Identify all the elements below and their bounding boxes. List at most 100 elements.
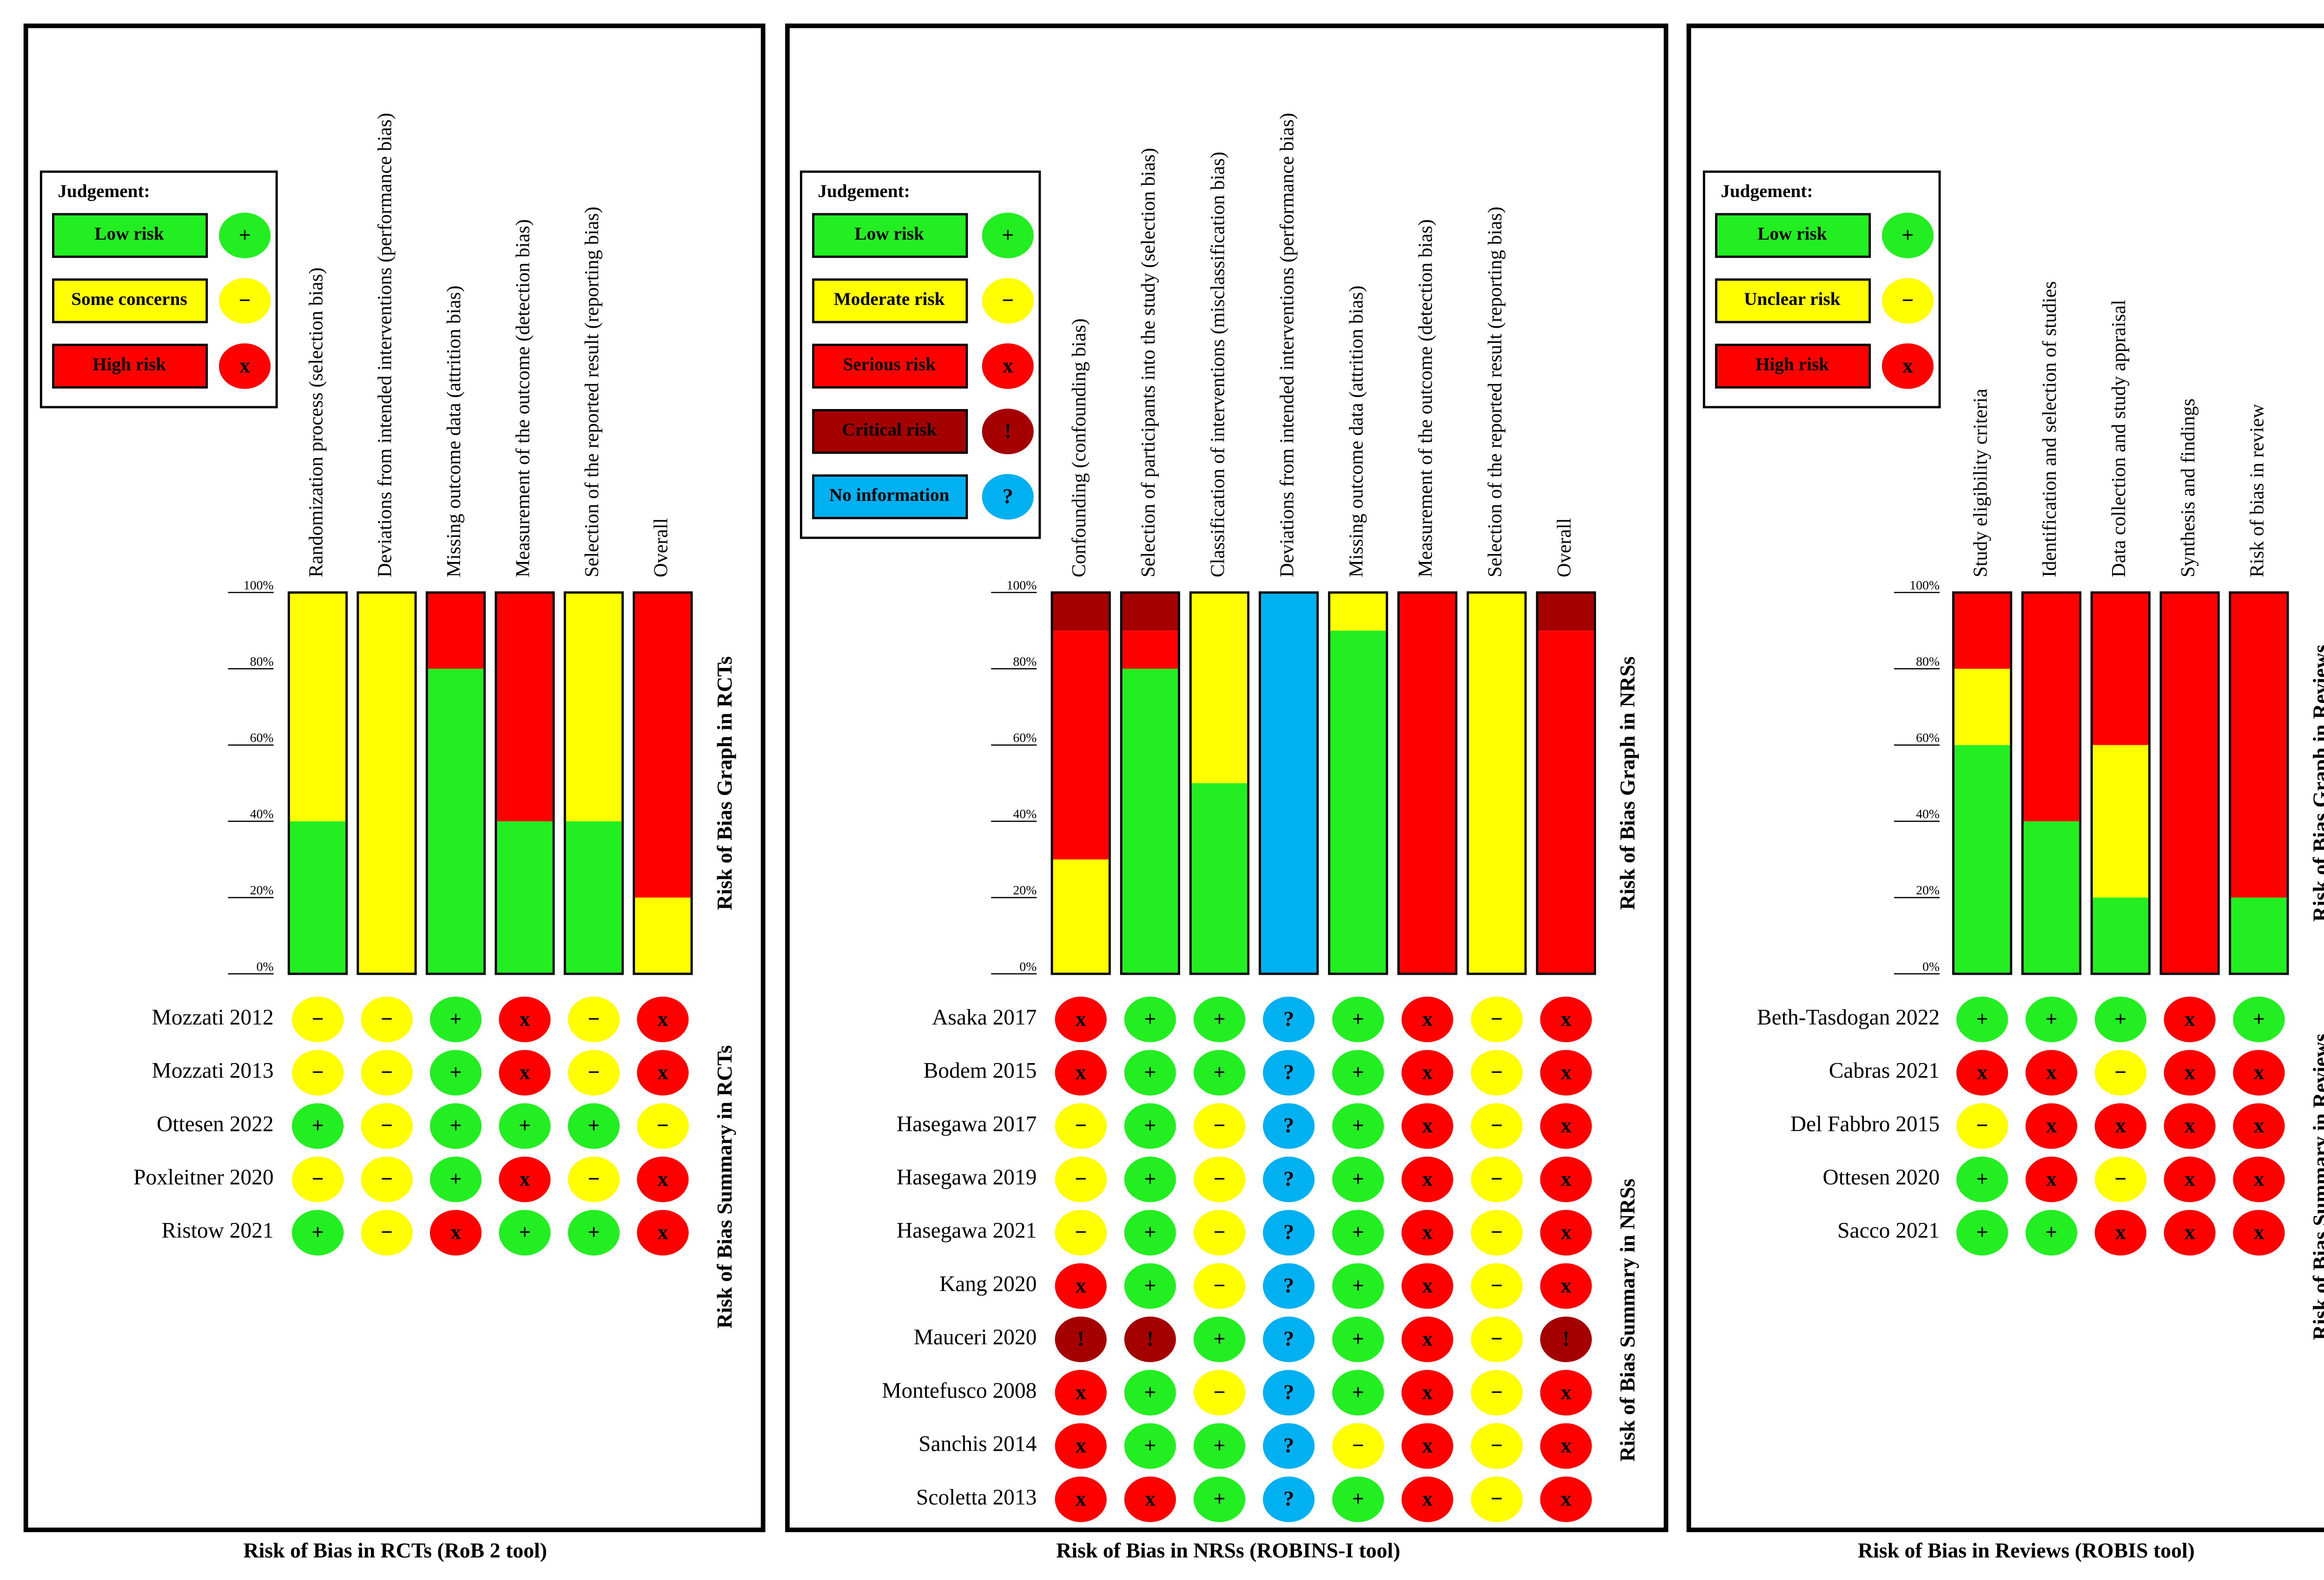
- y-tick-label: 80%: [250, 654, 274, 669]
- legend-label: Low risk: [94, 224, 164, 244]
- bar-segment: [2022, 821, 2080, 974]
- judgement-symbol: −: [1075, 1113, 1087, 1137]
- bar-outline: [287, 591, 348, 975]
- judgement-symbol: −: [1213, 1167, 1225, 1190]
- bar-outline: [1259, 591, 1319, 975]
- bar-outline: [425, 591, 486, 975]
- judgement-symbol: −: [2114, 1060, 2126, 1084]
- judgement-dot: [1401, 1263, 1453, 1309]
- bar-outline: [1397, 591, 1458, 975]
- judgement-symbol: −: [311, 1060, 324, 1084]
- judgement-symbol: x: [2185, 1220, 2195, 1244]
- judgement-symbol: ?: [1283, 1167, 1294, 1190]
- judgement-dot: [1471, 1369, 1523, 1416]
- judgement-dot: [1332, 1210, 1384, 1256]
- bar-segment: [1953, 592, 2011, 669]
- judgement-dot: [1471, 996, 1523, 1043]
- judgement-dot: [2164, 1103, 2216, 1149]
- panel-frame: [785, 23, 1669, 1533]
- judgement-symbol: ?: [1283, 1273, 1294, 1297]
- judgement-dot: [1055, 1476, 1107, 1522]
- judgement-symbol: x: [1561, 1007, 1571, 1031]
- judgement-symbol: −: [1213, 1380, 1225, 1404]
- legend-dot: [982, 278, 1034, 324]
- judgement-symbol: x: [519, 1060, 530, 1084]
- judgement-dot: [1263, 1476, 1315, 1522]
- judgement-dot: [361, 1103, 413, 1149]
- judgement-symbol: x: [1422, 1220, 1433, 1244]
- judgement-symbol: x: [1076, 1273, 1086, 1297]
- judgement-dot: [2025, 1210, 2078, 1256]
- judgement-symbol: x: [1422, 1060, 1433, 1084]
- judgement-symbol: x: [1561, 1060, 1571, 1084]
- judgement-symbol: x: [1422, 1434, 1433, 1457]
- legend-dot: [982, 409, 1034, 455]
- legend-dot: [1882, 343, 1934, 389]
- judgement-symbol: −: [1213, 1273, 1225, 1297]
- judgement-dot: [1055, 996, 1107, 1043]
- judgement-symbol: −: [657, 1113, 669, 1137]
- bar-segment: [565, 821, 623, 974]
- domain-label: Confounding (confounding bias): [1068, 318, 1090, 577]
- domain-label: Data collection and study appraisal: [2108, 300, 2130, 577]
- domain-label: Missing outcome data (attrition bias): [1346, 285, 1367, 577]
- judgement-symbol: ?: [1283, 1487, 1294, 1510]
- bar-segment: [2160, 592, 2219, 974]
- study-label: Asaka 2017: [932, 1005, 1037, 1030]
- y-tick-label: 0%: [257, 959, 274, 974]
- legend-title: Judgement:: [58, 181, 150, 201]
- judgement-dot: [1401, 1423, 1453, 1469]
- bar-outline: [2229, 591, 2289, 975]
- bar-segment: [289, 592, 347, 821]
- judgement-dot: [1263, 1316, 1315, 1362]
- y-tick-label: 60%: [1013, 731, 1037, 745]
- judgement-symbol: +: [1352, 1113, 1364, 1137]
- judgement-dot: [1124, 1103, 1176, 1149]
- bar-outline: [1466, 591, 1527, 975]
- legend-symbol: +: [1901, 223, 1914, 246]
- domain-label: Selection of the reported result (report…: [581, 206, 603, 577]
- judgement-dot: [1124, 996, 1176, 1043]
- judgement-symbol: x: [2046, 1113, 2057, 1137]
- judgement-dot: [2025, 1157, 2078, 1203]
- judgement-symbol: −: [1213, 1220, 1225, 1244]
- judgement-dot: [1124, 1423, 1176, 1469]
- legend-swatch: [52, 213, 208, 258]
- study-label: Beth-Tasdogan 2022: [1757, 1005, 1940, 1030]
- judgement-symbol: +: [519, 1220, 531, 1244]
- bar-outline: [1120, 591, 1180, 975]
- judgement-dot: [568, 996, 620, 1043]
- judgement-dot: [1055, 1050, 1107, 1096]
- judgement-dot: [1540, 996, 1592, 1043]
- bar-segment: [1052, 592, 1110, 631]
- judgement-dot: [499, 1050, 551, 1096]
- judgement-dot: [1124, 1369, 1176, 1416]
- judgement-dot: [1263, 1210, 1315, 1256]
- legend-label: Moderate risk: [834, 289, 945, 309]
- judgement-symbol: x: [1561, 1220, 1571, 1244]
- graph-label: Risk of Bias Graph in NRSs: [1615, 656, 1639, 910]
- judgement-dot: [2164, 1050, 2216, 1096]
- legend-label: Some concerns: [71, 289, 187, 309]
- bar-outline: [2159, 591, 2220, 975]
- judgement-symbol: −: [381, 1060, 393, 1084]
- judgement-dot: [499, 1103, 551, 1149]
- judgement-dot: [1471, 1263, 1523, 1309]
- judgement-dot: [2233, 1157, 2285, 1203]
- judgement-dot: [1124, 1476, 1176, 1522]
- legend-dot: [218, 278, 271, 324]
- judgement-symbol: x: [1561, 1487, 1571, 1510]
- judgement-dot: [1332, 1050, 1384, 1096]
- judgement-symbol: x: [657, 1007, 668, 1031]
- study-label: Scoletta 2013: [916, 1485, 1037, 1509]
- judgement-dot: [499, 1210, 551, 1256]
- legend-swatch: [812, 213, 968, 258]
- bar-outline: [1536, 591, 1596, 975]
- legend-label: Low risk: [1757, 224, 1827, 244]
- judgement-symbol: x: [2046, 1060, 2057, 1084]
- domain-label: Selection of the reported result (report…: [1484, 206, 1506, 577]
- judgement-dot: [1956, 1157, 2008, 1203]
- judgement-symbol: x: [657, 1167, 668, 1190]
- judgement-dot: [1401, 996, 1453, 1043]
- judgement-dot: [568, 1210, 620, 1256]
